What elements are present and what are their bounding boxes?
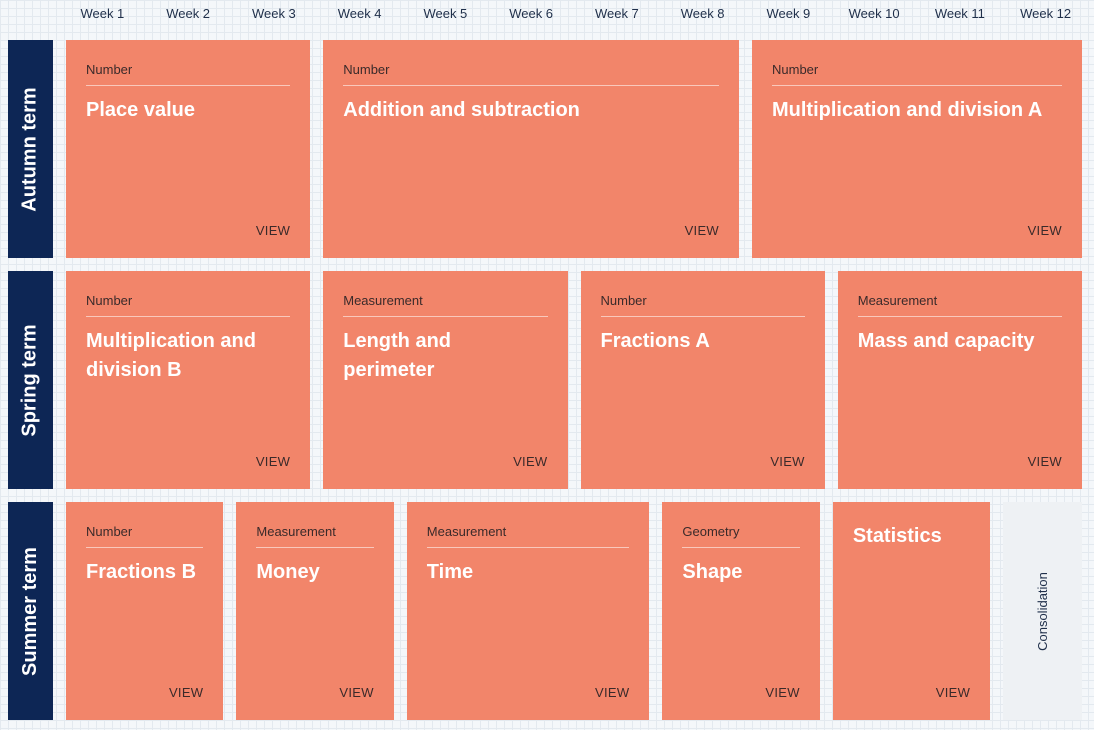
view-link[interactable]: VIEW <box>255 223 291 238</box>
unit-title: Addition and subtraction <box>343 99 580 121</box>
unit-title: Fractions A <box>600 330 710 352</box>
unit-title: Fractions B <box>86 561 197 583</box>
unit-block[interactable]: Statistics VIEW <box>832 502 991 720</box>
term-label: Autumn term <box>8 40 53 258</box>
unit-title: Length and perimeter <box>343 330 452 381</box>
unit-block[interactable]: Number Fractions B VIEW <box>66 502 224 720</box>
term-name: Autumn term <box>19 86 42 212</box>
week-label: Week 2 <box>166 6 211 21</box>
unit-block[interactable]: Number Multiplication and division A VIEW <box>752 40 1082 258</box>
week-label: Week 12 <box>1020 6 1072 21</box>
unit-block[interactable]: Number Place value VIEW <box>66 40 311 258</box>
unit-category: Number <box>86 524 204 548</box>
view-link[interactable]: VIEW <box>513 454 548 469</box>
unit-title: Time <box>426 561 474 583</box>
week-label: Week 1 <box>80 6 125 21</box>
unit-category: Measurement <box>343 293 548 317</box>
unit-title: Mass and capacity <box>857 330 1035 352</box>
week-label: Week 5 <box>423 6 468 21</box>
unit-category: Number <box>600 293 805 317</box>
week-label: Week 8 <box>680 6 725 21</box>
unit-title: Multiplication and division A <box>772 99 1043 121</box>
unit-category: Number <box>343 62 719 86</box>
unit-block[interactable]: Geometry Shape VIEW <box>662 502 820 720</box>
consolidation-block: Consolidation <box>1003 502 1082 720</box>
unit-category: Number <box>86 62 291 86</box>
term-label: Spring term <box>8 271 53 489</box>
term-row: Spring term Number Multiplication and divi… <box>8 271 1082 489</box>
view-link[interactable]: VIEW <box>1027 223 1062 238</box>
week-label: Week 11 <box>934 6 985 21</box>
unit-category: Measurement <box>256 524 374 548</box>
week-label: Week 10 <box>848 6 900 21</box>
unit-block[interactable]: Measurement Money VIEW <box>236 502 394 720</box>
unit-title: Place value <box>86 99 195 121</box>
term-blocks: Number Fractions B VIEW Measurement Money VIE… <box>66 502 1082 720</box>
week-label: Week 6 <box>509 6 554 21</box>
unit-block[interactable]: Measurement Mass and capacity VIEW <box>837 271 1082 489</box>
view-link[interactable]: VIEW <box>168 685 204 700</box>
week-label: Week 4 <box>337 6 382 21</box>
term-name: Summer term <box>19 546 41 676</box>
view-link[interactable]: VIEW <box>255 454 291 469</box>
unit-title: Multiplication and division B <box>86 330 256 381</box>
unit-title: Money <box>256 561 320 583</box>
unit-category: Measurement <box>857 293 1062 317</box>
term-name: Spring term <box>19 323 41 437</box>
consolidation-label: Consolidation <box>1035 571 1051 651</box>
unit-block[interactable]: Measurement Time VIEW <box>406 502 650 720</box>
unit-title: Statistics <box>852 525 942 547</box>
week-label: Week 7 <box>594 6 639 21</box>
view-link[interactable]: VIEW <box>594 685 630 700</box>
unit-block[interactable]: Number Fractions A VIEW <box>580 271 825 489</box>
term-label: Summer term <box>8 502 53 720</box>
unit-title: Shape <box>682 561 743 583</box>
view-link[interactable]: VIEW <box>684 223 719 238</box>
week-label: Week 3 <box>251 6 296 21</box>
view-link[interactable]: VIEW <box>765 685 800 700</box>
term-blocks: Number Place value VIEW Number Addition and … <box>66 40 1082 258</box>
unit-category: Number <box>86 293 291 317</box>
view-link[interactable]: VIEW <box>935 685 971 700</box>
week-header: Week 1 Week 2 Week 3 Week 4 Week 5 Week 6 Week… <box>66 0 1082 28</box>
unit-block[interactable]: Number Multiplication and division B VIEW <box>66 271 311 489</box>
unit-category: Measurement <box>426 524 630 548</box>
view-link[interactable]: VIEW <box>1027 454 1062 469</box>
unit-block[interactable]: Number Addition and subtraction VIEW <box>323 40 739 258</box>
unit-category: Number <box>772 62 1062 86</box>
term-blocks: Number Multiplication and division B VIEW M… <box>66 271 1082 489</box>
term-row: Autumn term Number Place value VIEW Number Ad… <box>8 40 1082 258</box>
term-row: Summer term Number Fractions B VIEW Measurem… <box>8 502 1082 720</box>
week-label: Week 9 <box>766 6 811 21</box>
view-link[interactable]: VIEW <box>770 454 805 469</box>
unit-block[interactable]: Measurement Length and perimeter VIEW <box>323 271 568 489</box>
view-link[interactable]: VIEW <box>339 685 374 700</box>
unit-category: Geometry <box>682 524 800 548</box>
